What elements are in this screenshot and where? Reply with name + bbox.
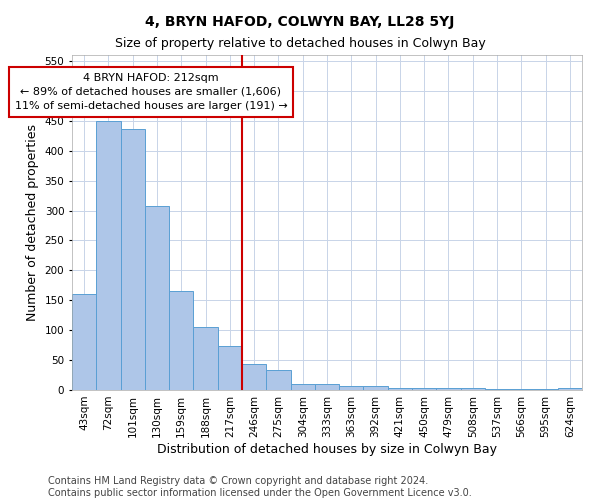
Text: Size of property relative to detached houses in Colwyn Bay: Size of property relative to detached ho… [115, 38, 485, 51]
Bar [412, 388, 436, 390]
Bar [315, 384, 339, 390]
Bar [364, 386, 388, 390]
Text: 4, BRYN HAFOD, COLWYN BAY, LL28 5YJ: 4, BRYN HAFOD, COLWYN BAY, LL28 5YJ [145, 15, 455, 29]
Text: 4 BRYN HAFOD: 212sqm
← 89% of detached houses are smaller (1,606)
11% of semi-de: 4 BRYN HAFOD: 212sqm ← 89% of detached h… [14, 73, 287, 111]
Bar [388, 388, 412, 390]
Bar [242, 364, 266, 390]
Bar [436, 388, 461, 390]
Bar [339, 386, 364, 390]
Bar [169, 292, 193, 390]
Bar [121, 128, 145, 390]
Bar [193, 326, 218, 390]
Bar [290, 384, 315, 390]
Text: Contains HM Land Registry data © Crown copyright and database right 2024.
Contai: Contains HM Land Registry data © Crown c… [48, 476, 472, 498]
Bar [558, 388, 582, 390]
Y-axis label: Number of detached properties: Number of detached properties [26, 124, 39, 321]
Bar [218, 346, 242, 390]
Bar [72, 294, 96, 390]
Bar [461, 388, 485, 390]
X-axis label: Distribution of detached houses by size in Colwyn Bay: Distribution of detached houses by size … [157, 442, 497, 456]
Bar [266, 370, 290, 390]
Bar [145, 206, 169, 390]
Bar [96, 121, 121, 390]
